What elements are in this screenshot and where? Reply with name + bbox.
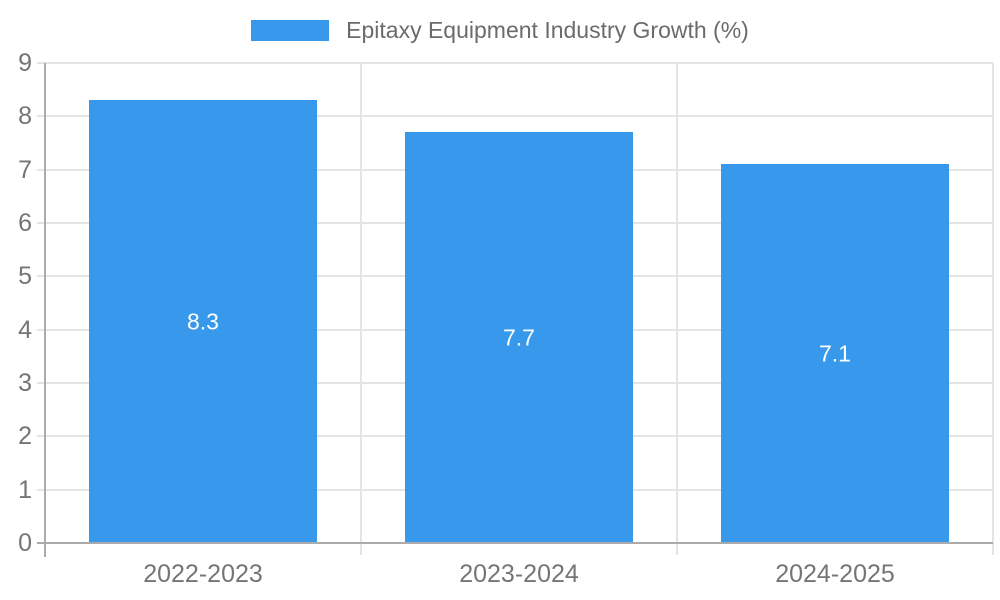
- x-axis-tick-label-2023-2024: 2023-2024: [459, 560, 579, 588]
- y-axis-tick-label-1: 1: [18, 475, 32, 504]
- bar-2022-2023[interactable]: 8.3: [89, 100, 317, 543]
- y-axis-tick-label-8: 8: [18, 102, 32, 131]
- bar-2023-2024[interactable]: 7.7: [405, 132, 633, 543]
- gridline-x-boundary-2: [676, 63, 678, 555]
- y-axis-tick-label-0: 0: [18, 529, 32, 557]
- gridline-y-9: [37, 62, 993, 64]
- x-axis-tick-label-2024-2025: 2024-2025: [775, 560, 895, 588]
- y-axis-line: [44, 63, 46, 557]
- x-axis-tick-label-2022-2023: 2022-2023: [143, 560, 263, 588]
- legend-label: Epitaxy Equipment Industry Growth (%): [346, 17, 749, 43]
- y-axis-tick-label-9: 9: [18, 49, 32, 77]
- bar-value-label-2024-2025: 7.1: [819, 340, 851, 367]
- y-axis-tick-label-7: 7: [18, 155, 32, 184]
- y-axis-tick-label-3: 3: [18, 369, 32, 397]
- bar-2024-2025[interactable]: 7.1: [721, 164, 949, 543]
- bar-value-label-2023-2024: 7.7: [503, 324, 535, 351]
- legend-item-growth[interactable]: Epitaxy Equipment Industry Growth (%): [251, 17, 749, 44]
- legend-swatch-icon: [251, 20, 330, 41]
- y-axis-tick-label-4: 4: [18, 315, 32, 344]
- gridline-y-8: [37, 115, 993, 118]
- gridline-x-boundary-3: [992, 63, 994, 555]
- gridline-x-boundary-1: [360, 63, 362, 555]
- legend: Epitaxy Equipment Industry Growth (%): [0, 17, 1000, 44]
- x-axis-line: [37, 542, 993, 544]
- y-axis-tick-label-5: 5: [18, 262, 32, 291]
- y-axis-tick-label-6: 6: [18, 209, 32, 237]
- bar-value-label-2022-2023: 8.3: [187, 308, 219, 335]
- y-axis-tick-label-2: 2: [18, 422, 32, 451]
